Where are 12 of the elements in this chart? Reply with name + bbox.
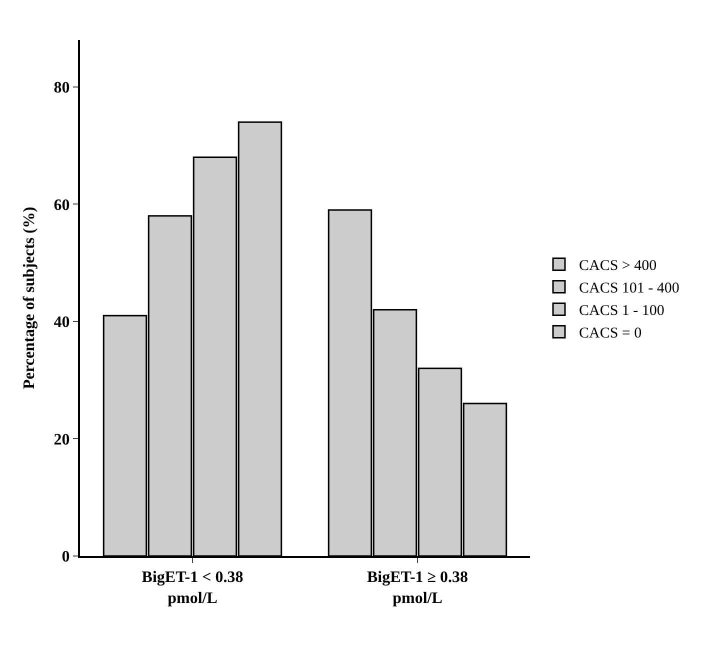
legend-label: CACS 1 - 100 <box>579 303 664 320</box>
x-tick-label: BigET-1 ≥ 0.38 pmol/L <box>366 569 468 607</box>
legend-label: CACS > 400 <box>579 258 657 274</box>
y-tick-label: 40 <box>54 314 70 332</box>
x-tick-label: BigET-1 < 0.38 pmol/L <box>142 569 244 607</box>
y-tick-label: 80 <box>54 80 70 97</box>
y-tick-label: 0 <box>62 548 70 566</box>
y-tick-label: 60 <box>54 196 70 214</box>
y-axis-title: Percentage of subjects (%) <box>21 206 38 390</box>
y-tick-label: 20 <box>54 431 70 448</box>
legend-label: CACS = 0 <box>579 326 642 342</box>
legend-label: CACS 101 - 400 <box>579 280 680 297</box>
